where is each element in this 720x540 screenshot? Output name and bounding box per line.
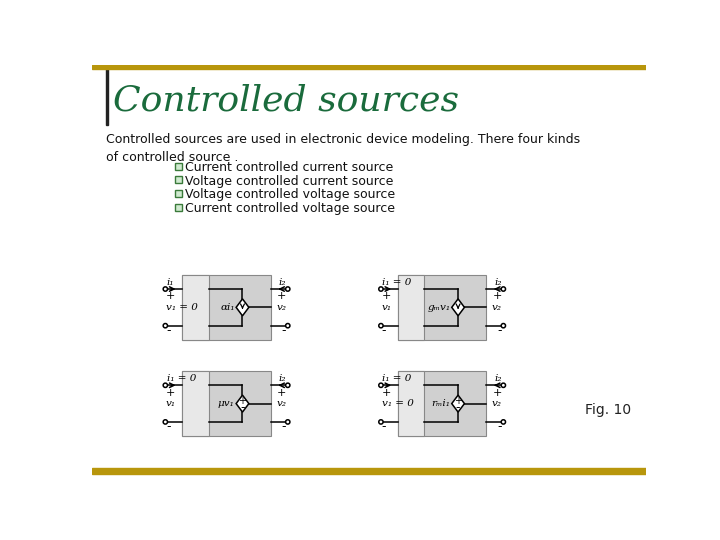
Circle shape [286,420,290,424]
Bar [175,163,182,170]
Text: -: - [166,420,171,434]
Text: μv₁: μv₁ [218,399,235,408]
Circle shape [163,323,168,328]
Bar [398,275,425,340]
Polygon shape [236,299,249,316]
Text: Fig. 10: Fig. 10 [585,403,631,417]
Bar [398,275,487,340]
Bar [175,190,182,197]
Circle shape [163,420,168,424]
Text: +: + [277,292,287,301]
Circle shape [501,420,505,424]
Text: Controlled sources are used in electronic device modeling. There four kinds
of c: Controlled sources are used in electroni… [106,132,580,164]
Circle shape [286,383,290,387]
Circle shape [379,420,383,424]
Circle shape [379,323,383,328]
Text: v₁ = 0: v₁ = 0 [382,399,413,408]
Circle shape [501,383,505,387]
Bar [398,371,487,436]
Text: +: + [382,292,391,301]
Circle shape [286,323,290,328]
Text: +: + [166,388,176,397]
Text: -: - [382,420,386,434]
Bar [182,275,271,340]
Text: Controlled sources: Controlled sources [113,84,459,118]
Text: Current controlled current source: Current controlled current source [185,161,393,174]
Bar [175,204,182,211]
Text: v₂: v₂ [276,303,287,312]
Text: v₂: v₂ [276,399,287,408]
Bar [182,371,271,436]
Text: -: - [282,324,287,337]
Text: -: - [166,324,171,337]
Bar [92,468,647,475]
Text: Voltage controlled current source: Voltage controlled current source [185,174,393,187]
Text: v₂: v₂ [492,399,502,408]
Text: -: - [498,420,502,434]
Bar [182,371,209,436]
Circle shape [501,323,505,328]
Bar [182,275,209,340]
Text: +: + [382,388,391,397]
Text: i₁: i₁ [167,278,174,287]
Text: i₂: i₂ [279,374,287,383]
Polygon shape [451,299,464,316]
Text: -: - [240,401,245,414]
Circle shape [163,383,168,387]
Text: i₁ = 0: i₁ = 0 [382,374,412,383]
Text: +: + [454,396,462,406]
Bar [92,65,647,70]
Text: v₂: v₂ [492,303,502,312]
Text: v₁ = 0: v₁ = 0 [166,303,198,312]
Bar [398,371,425,436]
Text: rₘi₁: rₘi₁ [431,399,450,408]
Circle shape [501,287,505,291]
Polygon shape [451,395,464,412]
Circle shape [286,287,290,291]
Text: i₂: i₂ [495,374,502,383]
Text: Current controlled voltage source: Current controlled voltage source [185,202,395,215]
Text: -: - [456,401,460,414]
Text: +: + [492,388,502,397]
Text: +: + [238,396,246,406]
Text: -: - [498,324,502,337]
Text: gₘv₁: gₘv₁ [427,303,450,312]
Text: +: + [492,292,502,301]
Bar [175,177,182,184]
Text: i₁ = 0: i₁ = 0 [167,374,197,383]
Text: αi₁: αi₁ [220,303,235,312]
Circle shape [379,287,383,291]
Text: -: - [382,324,386,337]
Text: -: - [282,420,287,434]
Circle shape [379,383,383,387]
Text: v₁: v₁ [166,399,176,408]
Polygon shape [236,395,249,412]
Text: i₁ = 0: i₁ = 0 [382,278,412,287]
Text: Voltage controlled voltage source: Voltage controlled voltage source [185,188,395,201]
Text: +: + [277,388,287,397]
Text: +: + [166,292,176,301]
Circle shape [163,287,168,291]
Bar [106,70,107,125]
Text: i₂: i₂ [495,278,502,287]
Text: i₂: i₂ [279,278,287,287]
Text: v₁: v₁ [382,303,392,312]
